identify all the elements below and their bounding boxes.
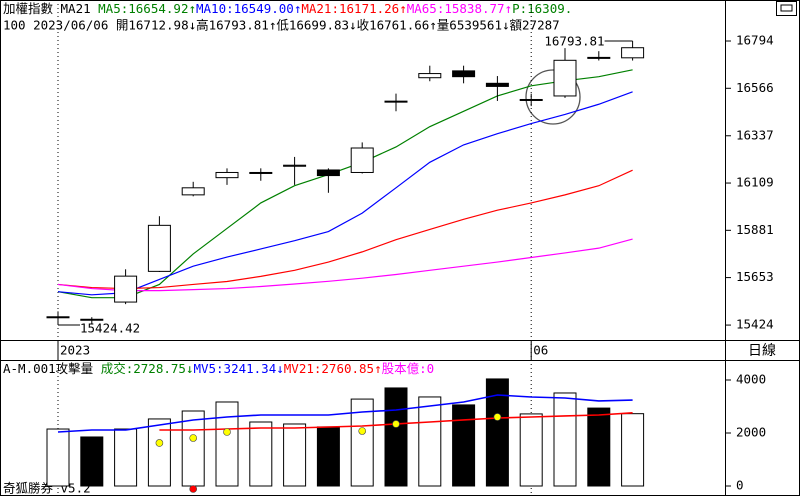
volume-bar (621, 413, 645, 487)
volume-bar (350, 398, 374, 487)
legend-item: MV21:2760.85↑ (284, 361, 382, 376)
y-tick-label: 2000 (736, 424, 766, 439)
legend-item: MV5:3241.34↓ (193, 361, 283, 376)
header-quote: 100 2023/06/06 開16712.98↓高16793.81↑低1669… (3, 18, 560, 33)
y-tick-label: 16109 (736, 175, 774, 190)
candle-body (316, 169, 340, 177)
legend-item: 成交:2728.75↓ (101, 361, 194, 376)
volume-bar (316, 426, 340, 487)
legend-item: MA10:16549.00↑ (196, 1, 301, 16)
candle-body (249, 171, 273, 174)
y-tick-label: 15881 (736, 222, 774, 237)
volume-bar (215, 401, 239, 487)
window-icon (780, 4, 793, 12)
volume-bar (519, 413, 543, 487)
signal-dot (358, 427, 367, 435)
y-tick-label: 16566 (736, 80, 774, 95)
candle-body (452, 70, 476, 78)
high-annotation: 16793.81 (544, 34, 604, 49)
candle-body (80, 318, 104, 321)
candle-body (587, 56, 611, 59)
legend-item: 股本億:0 (382, 361, 435, 376)
y-tick-label: 0 (736, 477, 744, 492)
low-annotation: 15424.42 (80, 320, 140, 335)
signal-dot (392, 420, 400, 428)
highlight-circle (525, 69, 581, 125)
candle-body (181, 187, 205, 196)
legend-item: MA5:16654.92↑ (98, 1, 196, 16)
y-tick-label: 16337 (736, 127, 774, 142)
volume-bar (587, 407, 611, 487)
volume-bar (553, 392, 577, 487)
ma-line (57, 169, 633, 290)
candle-body (283, 164, 307, 167)
legend-item: A-M.001攻擊量 (3, 361, 101, 376)
candle-body (350, 147, 374, 173)
y-tick-label: 15653 (736, 269, 774, 284)
volume-bar (249, 421, 273, 487)
candle-body (147, 224, 171, 272)
legend-item: MA21:16171.26↑ (301, 1, 406, 16)
ma-line (57, 69, 633, 299)
candle-body (621, 47, 645, 59)
header-legend: 加權指數 MA21 MA5:16654.92↑MA10:16549.00↑MA2… (3, 1, 572, 16)
mv-line (57, 394, 633, 433)
volume-bar (283, 423, 307, 487)
candle-body (519, 98, 543, 101)
x-tick-label: 06 (533, 343, 548, 358)
period-label: 日線 (748, 343, 776, 359)
volume-bar (147, 418, 171, 487)
candle-body (215, 171, 239, 179)
ma-line (57, 91, 633, 296)
candle-body (384, 100, 408, 103)
x-tick-label: 2023 (60, 343, 90, 358)
candle-body (553, 59, 577, 97)
candle-body (418, 73, 442, 79)
candle-body (46, 316, 70, 319)
y-tick-label: 15424 (736, 317, 774, 332)
volume-bar (384, 387, 408, 487)
signal-dot (223, 428, 231, 436)
ma-line (57, 238, 633, 292)
volume-bar (485, 378, 509, 487)
volume-legend: A-M.001攻擊量 成交:2728.75↓MV5:3241.34↓MV21:2… (3, 361, 434, 376)
candle-body (114, 275, 138, 303)
y-tick-label: 16794 (736, 33, 774, 48)
legend-item: P:16309. (512, 1, 572, 16)
legend-item: 加權指數 MA21 (3, 1, 98, 16)
signal-dot (189, 434, 197, 442)
candle-body (485, 82, 509, 87)
legend-item: MA65:15838.77↑ (407, 1, 512, 16)
signal-dot (155, 439, 164, 447)
signal-dot (189, 485, 197, 493)
signal-dot (493, 413, 502, 421)
volume-bar (181, 410, 205, 487)
volume-bar (418, 396, 442, 487)
volume-bar (46, 428, 70, 487)
volume-bar (114, 428, 138, 487)
volume-bar (452, 404, 476, 487)
volume-bar (80, 436, 104, 487)
y-tick-label: 4000 (736, 371, 766, 386)
window-button[interactable] (776, 1, 797, 16)
